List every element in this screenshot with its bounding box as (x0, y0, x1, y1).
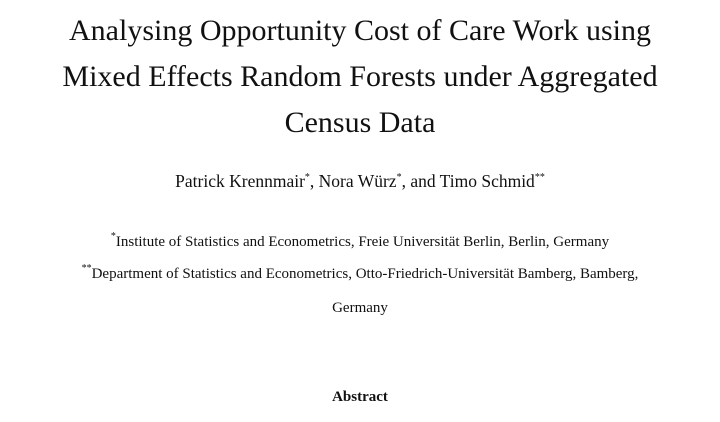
affiliation-text: Institute of Statistics and Econometrics… (115, 234, 610, 250)
affiliation-mark: * (110, 231, 116, 242)
affiliation-line: *Institute of Statistics and Econometric… (0, 226, 720, 258)
title-line: Analysing Opportunity Cost of Care Work … (69, 14, 651, 47)
author-name: Timo Schmid (439, 171, 535, 191)
title-line: Census Data (284, 106, 436, 139)
authors: Patrick Krennmair*, Nora Würz*, and Timo… (0, 171, 720, 192)
affiliation-text: Department of Statistics and Econometric… (91, 266, 639, 282)
author-mark: * (304, 172, 310, 183)
affiliation-line: Germany (0, 290, 720, 326)
abstract-heading: Abstract (332, 389, 388, 405)
affiliation-text: Germany (332, 300, 388, 316)
affiliation-line: **Department of Statistics and Econometr… (0, 258, 720, 290)
author-name: Patrick Krennmair (175, 171, 305, 191)
title-line: Mixed Effects Random Forests under Aggre… (62, 60, 658, 93)
author-name: Nora Würz (318, 171, 397, 191)
title: Analysing Opportunity Cost of Care Work … (0, 8, 720, 146)
affiliations: *Institute of Statistics and Econometric… (0, 226, 720, 326)
author-mark: * (396, 172, 402, 183)
author-separator: , and (401, 171, 440, 191)
author-separator: , (309, 171, 319, 191)
author-mark: ** (534, 172, 545, 183)
affiliation-mark: ** (81, 263, 92, 274)
